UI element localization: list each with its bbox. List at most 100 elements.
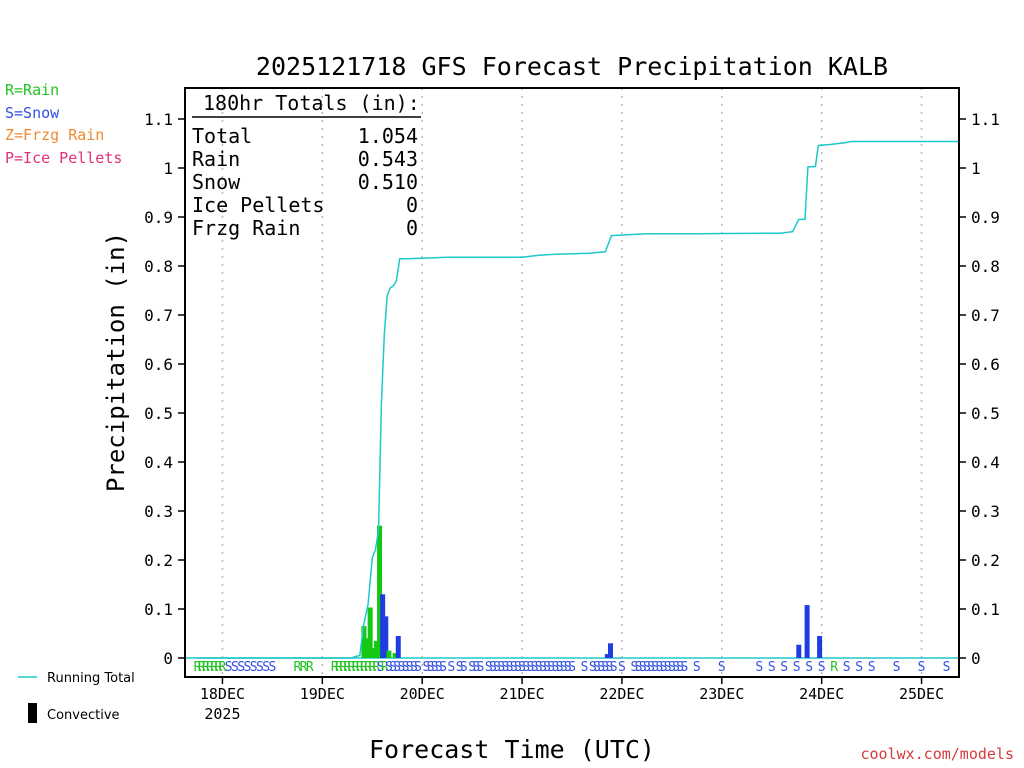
convective-legend-label: Convective [47,708,120,723]
snow-marker: S [606,660,614,675]
rain-bar [373,640,379,658]
snow-marker: S [477,660,485,675]
snow-marker: S [439,660,447,675]
snow-marker: S [510,660,518,675]
x-tick-label: 21DEC [499,685,544,703]
snow-marker: S [431,660,439,675]
snow-marker: S [676,660,684,675]
snow-marker: S [422,660,430,675]
y-tick-label-left: 0.6 [144,355,173,374]
rain-marker: R [335,660,343,675]
snow-bar [817,635,823,658]
snow-marker: S [456,660,464,675]
y-tick-label-right: 0 [971,649,981,668]
y-tick-label-left: 0.7 [144,306,173,325]
rain-marker: R [381,660,389,675]
totals-row-label: Rain [192,147,240,171]
snow-bar [604,654,610,658]
y-tick-label-right: 0.2 [971,551,1000,570]
x-tick-label: 23DEC [699,685,744,703]
x-tick-label: 19DEC [300,685,345,703]
snow-marker: S [680,660,688,675]
snow-marker: S [655,660,663,675]
y-tick-label-left: 0.9 [144,208,173,227]
snow-marker: S [660,660,668,675]
y-tick-label-right: 0.1 [971,600,1000,619]
x-tick-label: 25DEC [899,685,944,703]
rain-marker: R [830,660,838,675]
rain-marker: R [194,660,202,675]
snow-marker: S [818,660,826,675]
x-tick-sublabel: 2025 [204,705,240,723]
legend-snow: S=Snow [5,104,60,122]
snow-marker: S [539,660,547,675]
running-total-polyline [197,140,959,659]
y-tick-label-left: 0.1 [144,600,173,619]
snow-marker: S [414,660,422,675]
credit-link[interactable]: coolwx.com/models [860,745,1014,763]
snow-marker: S [402,660,410,675]
snow-marker: S [514,660,522,675]
snow-marker: S [427,660,435,675]
y-tick-label-right: 0.6 [971,355,1000,374]
y-tick-label-left: 0 [163,649,173,668]
snow-marker: S [597,660,605,675]
snow-marker: S [610,660,618,675]
x-tick-label: 20DEC [400,685,445,703]
snow-marker: S [805,660,813,675]
gridlines [185,88,959,677]
snow-marker: S [868,660,876,675]
rain-marker: R [364,660,372,675]
y-tick-label-right: 1.1 [971,110,1000,129]
rain-marker: R [198,660,206,675]
snow-bar [796,644,802,658]
snow-marker: S [497,660,505,675]
running-total-line [197,140,959,659]
rain-marker: R [352,660,360,675]
snow-marker: S [393,660,401,675]
snow-marker: S [568,660,576,675]
snow-marker: S [526,660,534,675]
y-axis-label: Precipitation (in) [102,232,130,492]
totals-box: 180hr Totals (in): Total 1.054 Rain 0.543 Sno… [192,91,421,240]
rain-marker: R [343,660,351,675]
x-axis-label: Forecast Time (UTC) [369,735,655,764]
rain-bar [386,650,392,658]
rain-marker: R [202,660,210,675]
snow-bar [383,616,389,658]
rain-bar [370,648,376,658]
snow-marker: S [522,660,530,675]
snow-marker: S [643,660,651,675]
y-tick-label-right: 0.4 [971,453,1000,472]
snow-marker: S [918,660,926,675]
snow-marker: S [631,660,639,675]
totals-row-value: 0.510 [358,170,418,194]
snow-marker: S [855,660,863,675]
snow-marker: S [250,660,258,675]
rain-marker: R [300,660,308,675]
totals-row-value: 1.054 [358,124,418,148]
snow-marker: S [535,660,543,675]
snow-marker: S [506,660,514,675]
snow-marker: S [485,660,493,675]
totals-row-value: 0 [406,216,418,240]
snow-marker: S [489,660,497,675]
snow-marker: S [502,660,510,675]
snow-marker: S [268,660,276,675]
rain-marker: R [373,660,381,675]
snow-marker: S [531,660,539,675]
convective-swatch [28,703,37,723]
snow-marker: S [601,660,609,675]
totals-row-label: Ice Pellets [192,193,324,217]
snow-marker: S [618,660,626,675]
y-tick-label-left: 0.8 [144,257,173,276]
rain-marker: R [348,660,356,675]
rain-marker: R [339,660,347,675]
rain-bar [361,626,367,658]
totals-row-label: Snow [192,170,241,194]
totals-row-label: Total [192,124,252,148]
x-tick-label: 22DEC [599,685,644,703]
snow-bar [607,643,613,658]
snow-marker: S [406,660,414,675]
legend-rain: R=Rain [5,81,60,99]
